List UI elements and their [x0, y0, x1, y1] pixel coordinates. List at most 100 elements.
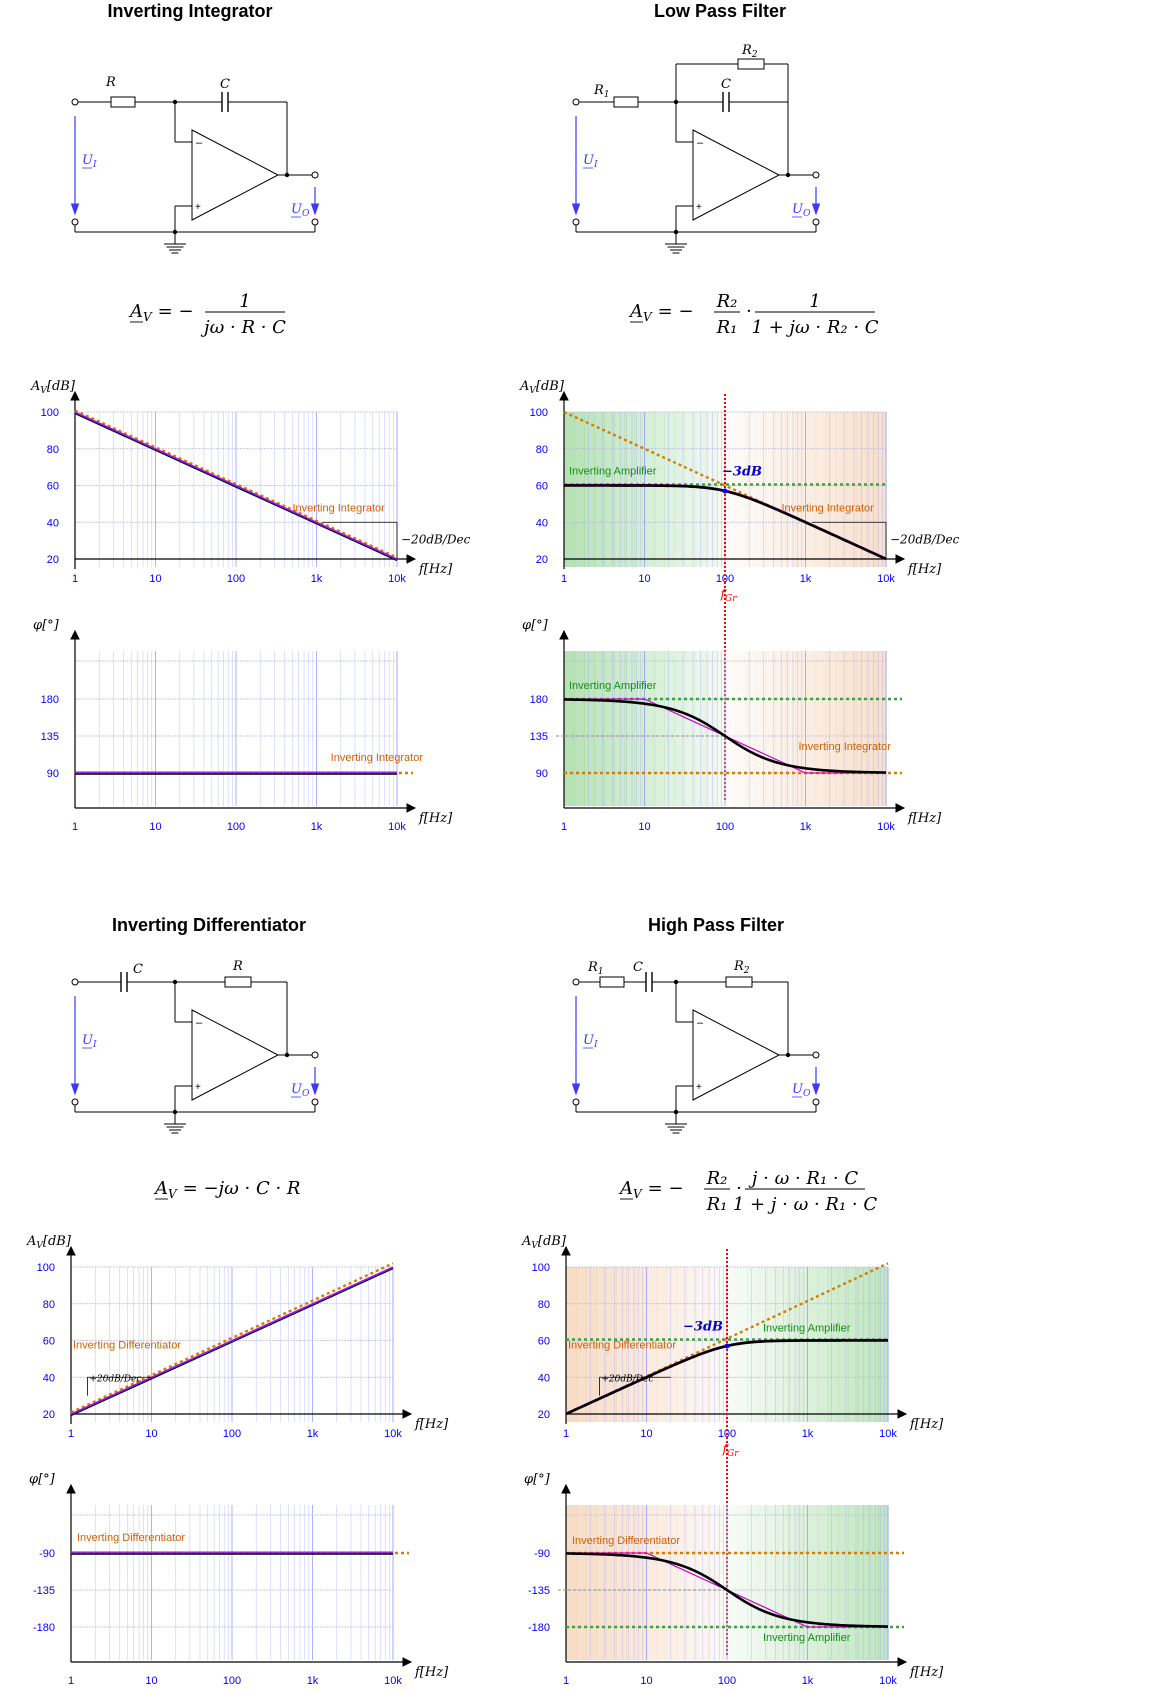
x-tick-label: 10k [388, 573, 406, 585]
zone-band [875, 651, 887, 806]
zone-band [765, 651, 776, 806]
label-r-in-main: R [105, 75, 116, 90]
zone-band [624, 651, 636, 806]
zone-band [827, 1505, 839, 1660]
y-tick-label: 80 [536, 444, 548, 456]
y-axis-arrow [559, 629, 569, 640]
zone-band [606, 1267, 617, 1422]
zone-band [807, 1267, 819, 1422]
label-c-feedback: C [220, 77, 230, 92]
cutoff-sub-label: Gr [725, 594, 737, 604]
zone-band [594, 412, 605, 567]
differentiator-asymptote [565, 1262, 889, 1416]
zone-band [795, 412, 807, 567]
zone-band [837, 1267, 849, 1422]
ui-label-main: U [583, 153, 595, 168]
label-r1-sub: 1 [604, 90, 610, 100]
y-tick-label: -135 [528, 1585, 550, 1597]
zone-band [706, 1505, 718, 1660]
label-r-in: R [105, 75, 116, 90]
x-tick-label: 10k [879, 1428, 897, 1440]
zone-band [704, 651, 716, 806]
x-tick-label: 1 [68, 1428, 74, 1440]
zone-band [845, 412, 857, 567]
ui-label-main: U [82, 1033, 94, 1048]
phase-plot-lowpass: φ[°] 180 135 90 f[Hz] 1 10 100 1k 10k Inverting Am… [522, 618, 942, 833]
zone-band [785, 651, 797, 806]
x-tick-label: 1 [72, 573, 78, 585]
zone-band [644, 651, 656, 806]
y-tick-label: 60 [47, 481, 59, 493]
y-axis-arrow [559, 390, 569, 401]
label-r-feedback: R [232, 959, 243, 974]
zone-band [654, 651, 666, 806]
uo-label-sub: O [803, 1089, 811, 1099]
label-c-feedback: C [721, 77, 731, 92]
x-tick-label: 1 [68, 1675, 74, 1687]
label-c-in-main: C [133, 962, 143, 977]
asymptote-label: Inverting Integrator [782, 503, 875, 515]
x-tick-label: 1k [307, 1675, 319, 1687]
curve-main [565, 1552, 889, 1628]
y-tick-label: 40 [47, 517, 59, 529]
zone-band [735, 412, 746, 567]
y-tick-label: 90 [536, 768, 548, 780]
magnitude-plot-integrator: AV[dB] 100 80 60 40 20 f[Hz] 1 10 100 1k 10k −20dB/D… [30, 379, 471, 585]
y-axis-label-main: A [521, 1234, 531, 1249]
x-tick-label: 10 [638, 573, 650, 585]
y-axis-label: AV[dB] [26, 1234, 72, 1251]
x-tick-label: 10 [145, 1428, 157, 1440]
zone-band [745, 651, 756, 806]
slope-label: +20dB/Dec [601, 1374, 653, 1384]
zone-band [564, 651, 575, 806]
zone-band [747, 1267, 758, 1422]
uo-label: UO [291, 1082, 310, 1099]
label-c: C [633, 960, 643, 975]
ground-terminal-left [71, 1098, 79, 1106]
x-axis-label: f[Hz] [414, 1417, 449, 1432]
x-tick-label: 1k [311, 573, 323, 585]
input-terminal [572, 98, 580, 106]
uo-arrow-head [310, 203, 320, 216]
formula-lhs-main: A [618, 1178, 633, 1199]
y-axis-arrow [561, 1483, 571, 1494]
zone-band [877, 1505, 889, 1660]
zone-band [664, 412, 676, 567]
y-axis-label: φ[°] [524, 1472, 551, 1487]
uo-arrow-head [310, 1083, 320, 1096]
zone-band [696, 1267, 708, 1422]
formula-eq: = − [658, 301, 694, 322]
x-axis-arrow [895, 803, 906, 813]
formula-lhs: A [153, 1178, 168, 1199]
ground-terminal-right [812, 218, 820, 226]
x-axis-arrow [402, 1409, 413, 1419]
zone-band [765, 412, 776, 567]
x-tick-label: 100 [223, 1428, 241, 1440]
curve-main [74, 412, 398, 562]
ui-label: UI [583, 1033, 598, 1050]
x-tick-label: 10 [149, 573, 161, 585]
phase-plot-differentiator: φ[°] -90 -135 -180 f[Hz] 1 10 100 1k 10k Inverting… [29, 1472, 449, 1687]
curve-main [70, 1267, 394, 1417]
zone-band [566, 1505, 577, 1660]
zone-band [654, 412, 666, 567]
x-tick-label: 10 [149, 821, 161, 833]
x-axis-label: f[Hz] [418, 811, 453, 826]
zone-band [616, 1267, 627, 1422]
asymptote-label: Inverting Differentiator [73, 1340, 181, 1352]
y-tick-label: 40 [536, 517, 548, 529]
zone-band [716, 1505, 728, 1660]
y-tick-label: 20 [536, 554, 548, 566]
ui-arrow-head [571, 203, 581, 216]
output-terminal [812, 1051, 820, 1059]
amplifier-label: Inverting Amplifier [569, 680, 657, 692]
opamp-minus-sign: – [697, 137, 704, 149]
zone-band [875, 412, 887, 567]
y-tick-label: 40 [43, 1372, 55, 1384]
zone-band [696, 1505, 708, 1660]
zone-band [727, 1505, 738, 1660]
zone-band [787, 1267, 799, 1422]
zone-band [797, 1267, 809, 1422]
